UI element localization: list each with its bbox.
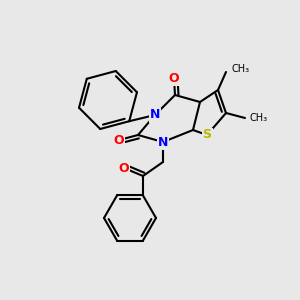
Text: O: O (119, 161, 129, 175)
Text: O: O (114, 134, 124, 146)
Text: N: N (150, 109, 160, 122)
Text: O: O (169, 71, 179, 85)
Text: CH₃: CH₃ (231, 64, 249, 74)
Text: N: N (158, 136, 168, 148)
Text: CH₃: CH₃ (250, 113, 268, 123)
Text: S: S (202, 128, 211, 142)
